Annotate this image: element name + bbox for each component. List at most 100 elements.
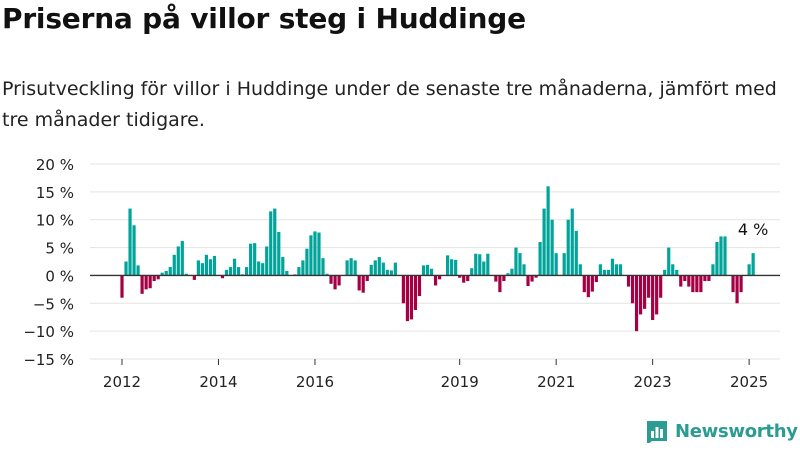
bar xyxy=(618,264,623,276)
bar xyxy=(614,264,619,276)
chart-title: Priserna på villor steg i Huddinge xyxy=(2,2,526,35)
bar xyxy=(474,253,478,276)
bar xyxy=(450,259,454,276)
bar xyxy=(277,231,281,276)
bar xyxy=(309,235,313,276)
bar xyxy=(333,275,337,290)
bar xyxy=(703,275,707,281)
bar xyxy=(566,219,570,276)
bar xyxy=(711,264,715,276)
bar xyxy=(172,254,176,276)
bar xyxy=(377,257,381,276)
y-tick-label: 5 % xyxy=(45,240,74,258)
x-tick-label: 2016 xyxy=(296,373,334,391)
y-tick-label: −5 % xyxy=(33,295,74,313)
bar xyxy=(606,269,611,276)
bar xyxy=(510,268,514,276)
bar xyxy=(675,269,679,276)
bar xyxy=(466,275,470,281)
bar xyxy=(429,268,434,276)
x-tick-label: 2014 xyxy=(199,373,237,391)
bar xyxy=(630,275,635,304)
y-tick-label: 10 % xyxy=(36,212,74,230)
bar xyxy=(458,275,462,278)
x-tick-label: 2023 xyxy=(634,373,672,391)
bar xyxy=(462,275,466,283)
bar xyxy=(132,225,136,276)
y-tick-label: 15 % xyxy=(36,184,74,202)
bar xyxy=(124,261,128,276)
bar xyxy=(389,270,393,276)
bar xyxy=(301,260,305,276)
last-value-annotation: 4 % xyxy=(738,220,768,239)
bar xyxy=(361,275,365,293)
bar xyxy=(530,275,534,282)
bar xyxy=(160,272,164,276)
bar-chart-logo-icon xyxy=(647,421,667,443)
bar xyxy=(574,230,578,276)
bar xyxy=(220,275,225,279)
bar xyxy=(405,275,410,322)
bar xyxy=(285,270,289,276)
bar xyxy=(663,269,667,276)
bar xyxy=(393,262,397,276)
bar xyxy=(313,231,317,276)
x-tick-label: 2021 xyxy=(537,373,575,391)
bar xyxy=(413,275,418,310)
bar xyxy=(502,275,506,281)
bar xyxy=(152,275,156,281)
bar xyxy=(610,258,615,276)
bar xyxy=(691,275,695,293)
brand-name: Newsworthy xyxy=(675,420,798,442)
bar xyxy=(345,260,349,276)
bar xyxy=(224,269,229,276)
bar xyxy=(638,275,643,315)
bar xyxy=(192,275,196,280)
bar xyxy=(245,267,249,276)
bar xyxy=(297,267,301,276)
bar xyxy=(723,236,727,276)
bar xyxy=(514,247,518,276)
bar xyxy=(269,211,273,276)
bar xyxy=(715,242,719,276)
x-tick-label: 2025 xyxy=(730,373,768,391)
bar xyxy=(168,267,172,276)
bar xyxy=(522,264,526,276)
bar xyxy=(321,258,325,276)
bar xyxy=(164,270,168,276)
bar xyxy=(699,275,703,293)
bar xyxy=(602,269,606,276)
bar xyxy=(421,265,426,276)
bar xyxy=(586,275,590,298)
bar xyxy=(156,275,160,280)
bar xyxy=(369,264,373,276)
bar xyxy=(281,257,285,276)
bar xyxy=(437,275,442,280)
bar xyxy=(136,265,140,276)
bar xyxy=(482,261,486,276)
bar xyxy=(317,232,321,276)
bar xyxy=(128,208,132,276)
bar xyxy=(598,264,602,276)
bar xyxy=(417,275,422,297)
bar xyxy=(401,275,405,304)
bar xyxy=(357,275,361,291)
bar xyxy=(634,275,639,332)
bar xyxy=(695,275,699,293)
bar xyxy=(643,275,647,309)
bar xyxy=(446,255,450,276)
x-tick-label: 2012 xyxy=(103,373,141,391)
bar xyxy=(144,275,148,290)
newsworthy-logo: Newsworthy xyxy=(645,419,798,443)
price-change-bar-chart: −15 % −10 % −5 % 0 % 5 % 10 % 15 % 20 % 2012 2014… xyxy=(23,156,780,391)
bar xyxy=(325,273,329,276)
bar xyxy=(365,275,369,281)
bar xyxy=(425,264,430,276)
bar xyxy=(236,267,241,276)
bar xyxy=(337,275,341,286)
bar xyxy=(148,275,152,289)
y-tick-label: −10 % xyxy=(23,323,74,341)
bar xyxy=(683,275,687,281)
bar xyxy=(180,240,184,276)
bar xyxy=(409,275,414,320)
